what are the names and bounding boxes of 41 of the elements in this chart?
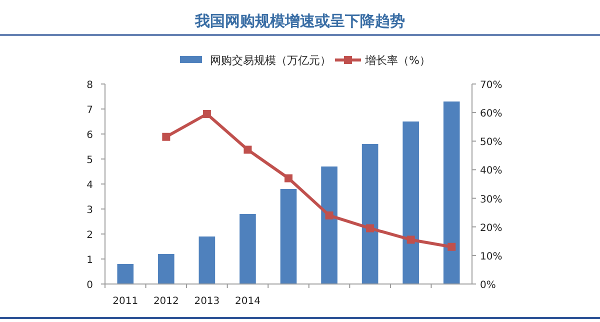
point (406, 236, 415, 244)
y2-tick-label: 20% (480, 222, 502, 234)
x-tick-label: 2013 (194, 296, 220, 307)
y2-tick-label: 70% (480, 80, 502, 91)
bar (158, 254, 174, 284)
point (162, 132, 170, 141)
y-tick-label: 3 (86, 205, 93, 216)
point (244, 146, 252, 154)
point (448, 242, 456, 251)
point (325, 211, 334, 220)
chart-title: 我国网购规模增速或呈下降趋势 (194, 12, 405, 30)
y2-tick-label: 10% (480, 251, 502, 262)
bar (402, 122, 419, 284)
point (202, 110, 211, 118)
y-tick-label: 2 (86, 230, 93, 241)
bar (198, 236, 216, 284)
y2-tick-label: 0% (480, 280, 496, 291)
y-tick-label: 8 (86, 80, 93, 91)
y-tick-label: 1 (86, 255, 93, 266)
y-tick-label: 7 (86, 105, 93, 116)
x-tick-label: 2011 (112, 296, 138, 307)
bar (443, 102, 460, 284)
y-tick-label: 4 (86, 180, 93, 191)
x-tick-label: 2012 (153, 296, 179, 307)
y2-tick-label: 60% (480, 108, 502, 120)
bar (280, 189, 297, 284)
bar (117, 264, 134, 284)
bar (321, 166, 338, 284)
bar (362, 144, 378, 284)
point (366, 224, 374, 232)
y2-tick-label: 30% (480, 194, 502, 206)
y-tick-label: 0 (86, 280, 93, 291)
legend-label: 增长率（%） (364, 54, 430, 67)
legend-label: 网购交易规模（万亿元） (210, 54, 331, 67)
bar (240, 214, 256, 284)
y-tick-label: 6 (86, 130, 93, 141)
x-tick-label: 2014 (234, 296, 260, 307)
point (284, 174, 292, 182)
y2-tick-label: 40% (480, 166, 502, 177)
y2-tick-label: 50% (480, 137, 502, 148)
y-tick-label: 5 (86, 155, 93, 166)
